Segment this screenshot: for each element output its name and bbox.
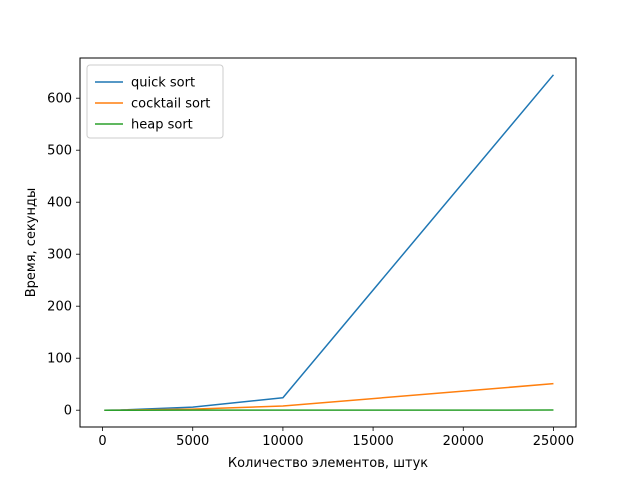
x-tick-label-2: 10000 [262,434,303,449]
plot-lines [104,74,555,411]
legend-label-0: quick sort [131,76,195,91]
y-tick-label-6: 600 [47,92,72,107]
x-tick-label-5: 25000 [533,434,574,449]
legend-label-2: heap sort [131,118,193,133]
y-tick-label-3: 300 [47,248,72,263]
y-tick-label-2: 200 [47,300,72,315]
y-tick-label-5: 500 [47,144,72,159]
x-axis-title: Количество элементов, штук [228,456,428,471]
x-tick-label-0: 0 [98,434,106,449]
series-line-1 [104,382,554,411]
legend-box [86,64,224,139]
x-tick-label-4: 20000 [443,434,484,449]
y-axis-title: Время, секунды [24,188,39,298]
legend-label-1: cocktail sort [131,97,210,112]
legend: quick sort cocktail sort heap sort [86,64,224,139]
x-axis-ticks: 0 5000 10000 15000 20000 25000 [98,427,574,449]
y-axis-ticks: 0 100 200 300 400 500 600 [47,92,80,419]
y-tick-label-1: 100 [47,352,72,367]
x-tick-label-1: 5000 [176,434,209,449]
plot-frame [79,57,577,428]
x-tick-label-3: 15000 [352,434,393,449]
y-tick-label-0: 0 [64,404,72,419]
y-tick-label-4: 400 [47,196,72,211]
